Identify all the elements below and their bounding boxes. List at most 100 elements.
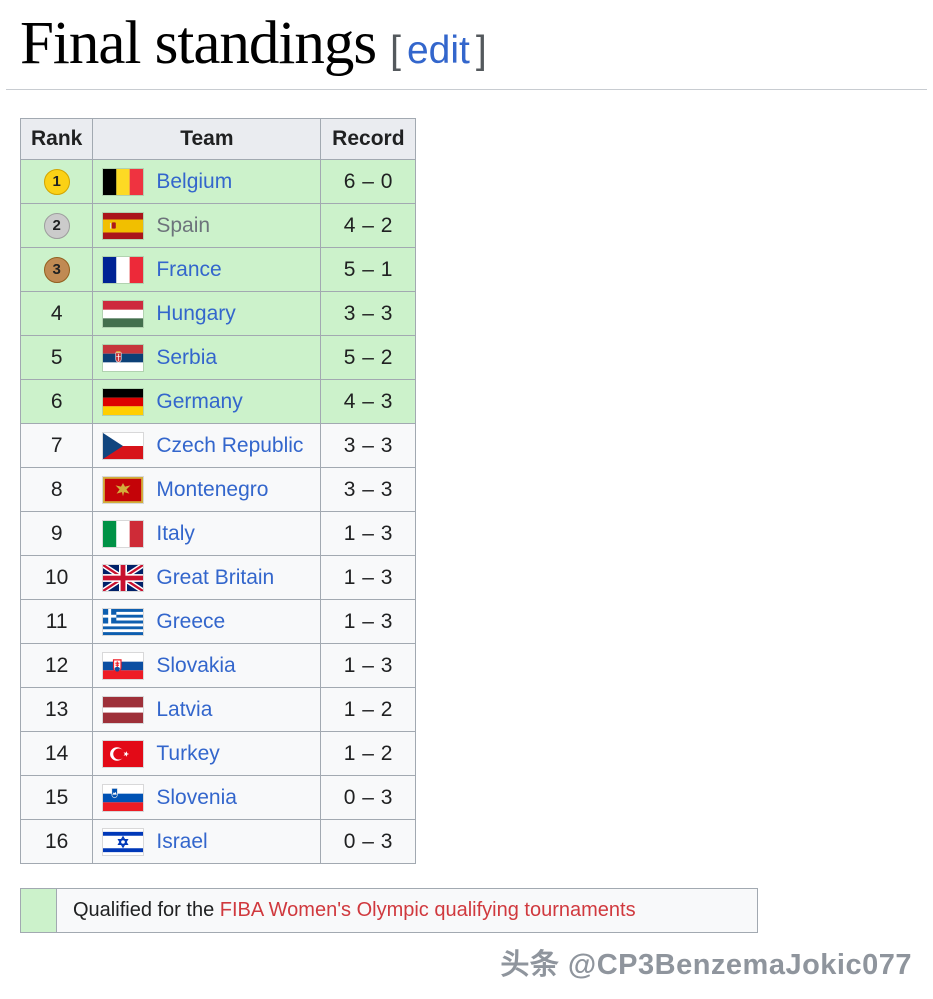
header-row: Rank Team Record	[19, 118, 417, 161]
team-link-belgium[interactable]: Belgium	[156, 169, 233, 193]
record-cell: 1 – 3	[320, 511, 417, 557]
rank-cell: 14	[19, 731, 94, 777]
team-link-greece[interactable]: Greece	[156, 609, 226, 633]
italy-flag-icon	[103, 520, 144, 547]
record-column-header: Record	[320, 118, 417, 161]
table-row: 12 Slovakia 1 – 3	[19, 643, 417, 689]
rank-number: 5	[50, 345, 63, 369]
team-link-italy[interactable]: Italy	[156, 521, 195, 545]
table-row: 3 France 5 – 1	[19, 247, 417, 293]
team-cell: Germany	[92, 379, 322, 425]
team-cell: Latvia	[92, 687, 322, 733]
rank-number: 12	[45, 653, 69, 677]
montenegro-flag-icon	[103, 476, 144, 503]
rank-number: 16	[45, 829, 69, 853]
team-link-germany[interactable]: Germany	[156, 389, 243, 413]
table-row: 4 Hungary 3 – 3	[19, 291, 417, 337]
rank-cell: 15	[19, 775, 94, 821]
spain-flag-icon	[103, 212, 144, 239]
legend-prefix: Qualified for the	[73, 899, 220, 922]
great-britain-flag-icon	[103, 564, 144, 591]
table-row: 11 Greece 1 – 3	[19, 599, 417, 645]
team-link-montenegro[interactable]: Montenegro	[156, 477, 269, 501]
record-cell: 6 – 0	[320, 159, 417, 205]
table-row: 15 Slovenia 0 – 3	[19, 775, 417, 821]
legend-text: Qualified for the FIBA Women's Olympic q…	[57, 889, 652, 932]
record-cell: 4 – 2	[320, 203, 417, 249]
france-flag-icon	[103, 256, 144, 283]
rank-cell: 6	[19, 379, 94, 425]
team-link-turkey[interactable]: Turkey	[156, 741, 220, 765]
rank-cell: 5	[19, 335, 94, 381]
rank-cell: 16	[19, 819, 94, 865]
team-link-great-britain[interactable]: Great Britain	[156, 565, 275, 589]
legend-red-link[interactable]: FIBA Women's Olympic qualifying tourname…	[219, 899, 636, 922]
team-link-france[interactable]: France	[156, 257, 222, 281]
rank-cell: 3	[19, 247, 94, 293]
table-row: 8 Montenegro 3 – 3	[19, 467, 417, 513]
rank-number: 11	[45, 609, 68, 633]
record-cell: 0 – 3	[320, 775, 417, 821]
rank-number: 8	[50, 477, 63, 501]
qualified-color-swatch	[21, 889, 57, 933]
team-link-latvia[interactable]: Latvia	[156, 697, 213, 721]
team-cell: Slovakia	[92, 643, 322, 689]
team-cell: Montenegro	[92, 467, 322, 513]
rank-cell: 12	[19, 643, 94, 689]
rank-cell: 2	[19, 203, 94, 249]
record-cell: 4 – 3	[320, 379, 417, 425]
team-cell: Belgium	[92, 159, 322, 205]
standings-table: Rank Team Record 1 Belgium 6 – 0 2 Spain 4 – …	[19, 118, 417, 865]
table-row: 10 Great Britain 1 – 3	[19, 555, 417, 601]
team-cell: Turkey	[92, 731, 322, 777]
team-link-spain[interactable]: Spain	[156, 213, 211, 237]
watermark: 头条 @CP3BenzemaJokic077	[500, 949, 912, 981]
table-row: 13 Latvia 1 – 2	[19, 687, 417, 733]
rank-cell: 11	[19, 599, 94, 645]
table-row: 1 Belgium 6 – 0	[19, 159, 417, 205]
record-cell: 0 – 3	[320, 819, 417, 865]
team-link-slovenia[interactable]: Slovenia	[156, 785, 237, 809]
edit-link[interactable]: edit	[406, 29, 470, 72]
belgium-flag-icon	[103, 168, 144, 195]
rank-cell: 7	[19, 423, 94, 469]
slovenia-flag-icon	[103, 784, 144, 811]
record-cell: 3 – 3	[320, 467, 417, 513]
hungary-flag-icon	[103, 300, 144, 327]
gold-medal-icon: 1	[43, 168, 70, 195]
table-row: 5 Serbia 5 – 2	[19, 335, 417, 381]
greece-flag-icon	[103, 608, 144, 635]
standings-table-body: 1 Belgium 6 – 0 2 Spain 4 – 2 3 France 5 – 1 4 Hun…	[19, 159, 417, 865]
rank-cell: 13	[19, 687, 94, 733]
team-cell: Italy	[92, 511, 322, 557]
team-cell: Slovenia	[92, 775, 322, 821]
team-link-hungary[interactable]: Hungary	[156, 301, 236, 325]
record-cell: 1 – 3	[320, 643, 417, 689]
record-cell: 3 – 3	[320, 291, 417, 337]
qualification-legend: Qualified for the FIBA Women's Olympic q…	[20, 888, 758, 934]
team-link-slovakia[interactable]: Slovakia	[156, 653, 236, 677]
team-cell: Czech Republic	[92, 423, 322, 469]
table-row: 7 Czech Republic 3 – 3	[19, 423, 417, 469]
rank-number: 6	[50, 389, 63, 413]
record-cell: 1 – 2	[320, 687, 417, 733]
team-link-israel[interactable]: Israel	[156, 829, 208, 853]
record-cell: 1 – 3	[320, 555, 417, 601]
silver-medal-icon: 2	[43, 212, 70, 239]
israel-flag-icon	[103, 828, 144, 855]
team-link-czech-republic[interactable]: Czech Republic	[156, 433, 304, 457]
rank-number: 15	[45, 785, 69, 809]
rank-cell: 8	[19, 467, 94, 513]
turkey-flag-icon	[103, 740, 144, 767]
rank-number: 14	[45, 741, 69, 765]
rank-column-header: Rank	[19, 118, 94, 161]
team-link-serbia[interactable]: Serbia	[156, 345, 218, 369]
latvia-flag-icon	[103, 696, 144, 723]
table-row: 9 Italy 1 – 3	[19, 511, 417, 557]
rank-cell: 4	[19, 291, 94, 337]
standings-table-header: Rank Team Record	[19, 118, 417, 161]
record-cell: 1 – 2	[320, 731, 417, 777]
record-cell: 1 – 3	[320, 599, 417, 645]
table-row: 16 Israel 0 – 3	[19, 819, 417, 865]
record-cell: 5 – 2	[320, 335, 417, 381]
